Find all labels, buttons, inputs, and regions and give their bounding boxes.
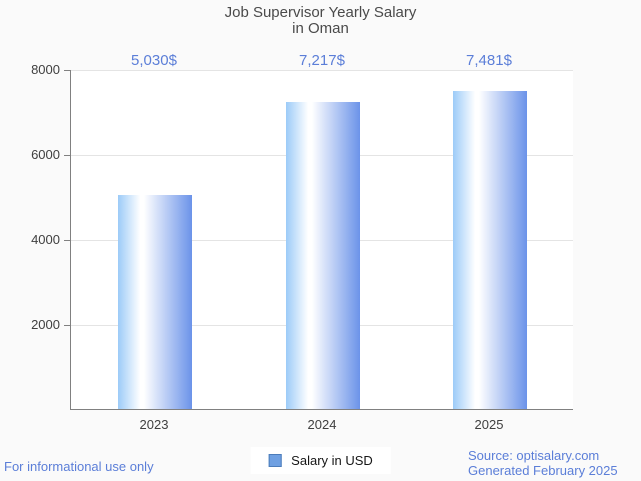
generated-text: Generated February 2025 [468, 463, 618, 478]
bar-value-label: 5,030$ [131, 52, 177, 69]
source-text: Source: optisalary.com [468, 448, 600, 463]
bar-value-label: 7,481$ [466, 52, 512, 69]
y-tick-label: 4000 [31, 232, 60, 247]
y-tick-label: 6000 [31, 147, 60, 162]
plot-area [70, 70, 573, 410]
gridline-8000 [71, 70, 573, 71]
y-tick-mark [64, 240, 70, 241]
chart-title-line2: in Oman [292, 20, 349, 37]
y-tick-mark [64, 70, 70, 71]
bar-2025 [453, 91, 527, 409]
y-tick-mark [64, 325, 70, 326]
x-tick-label: 2024 [307, 417, 337, 432]
y-tick-mark [64, 155, 70, 156]
x-tick-label: 2023 [139, 417, 169, 432]
bar-value-label: 7,217$ [299, 52, 345, 69]
chart-title-line1: Job Supervisor Yearly Salary [224, 4, 417, 21]
legend: Salary in USD [250, 447, 391, 474]
y-tick-label: 8000 [31, 62, 60, 77]
x-tick-label: 2025 [474, 417, 504, 432]
legend-label: Salary in USD [291, 453, 373, 468]
source-block: Source: optisalary.com Generated Februar… [468, 448, 618, 478]
legend-swatch-icon [268, 454, 282, 467]
chart-title: Job Supervisor Yearly Salary in Oman [0, 5, 641, 37]
bar-2023 [118, 195, 192, 409]
bar-2024 [286, 102, 360, 409]
disclaimer-text: For informational use only [4, 459, 154, 474]
y-tick-label: 2000 [31, 317, 60, 332]
